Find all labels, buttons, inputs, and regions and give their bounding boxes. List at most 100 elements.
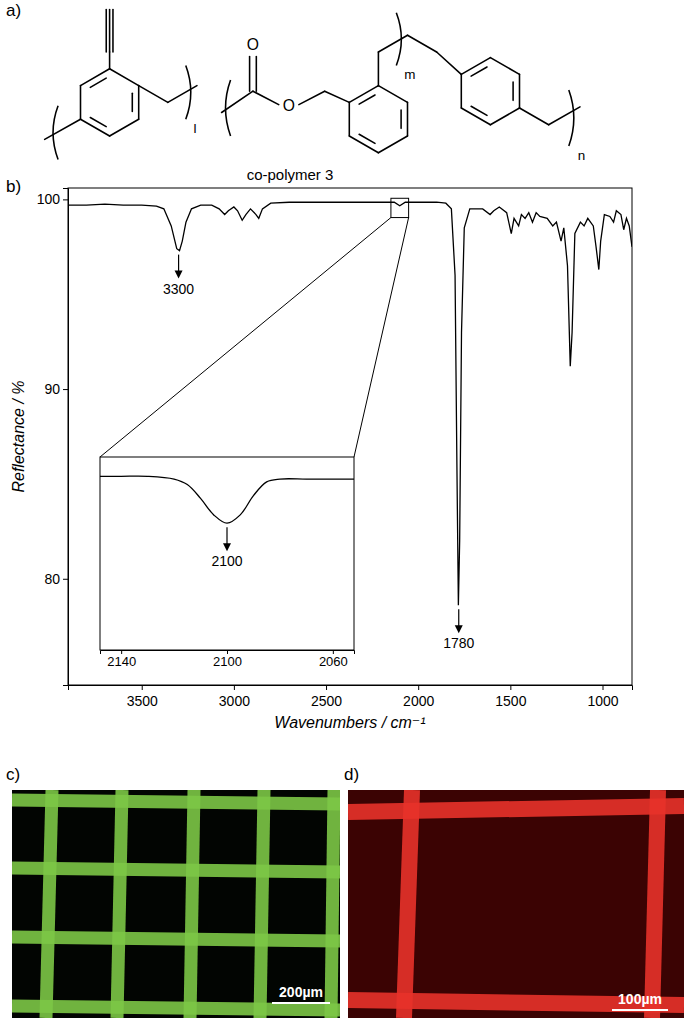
micrograph xyxy=(348,790,684,1018)
micrograph xyxy=(12,790,340,1018)
tick-mark xyxy=(510,685,511,690)
bond xyxy=(359,95,375,104)
tick-label: 100 xyxy=(37,191,61,207)
bond xyxy=(110,69,139,86)
bond xyxy=(325,91,350,102)
inset-x-tick: 2140 xyxy=(107,650,136,669)
inset-background xyxy=(100,457,354,680)
grid-bar xyxy=(46,790,52,1018)
bond xyxy=(81,119,110,136)
bond xyxy=(471,106,487,115)
x-axis: 3500 3000 2500 2000 1500 1000 xyxy=(69,685,633,709)
tick-mark xyxy=(234,685,235,690)
tick-mark xyxy=(63,579,68,580)
bond xyxy=(408,35,437,52)
x-tick: 1000 xyxy=(587,685,618,709)
subscript: l xyxy=(194,121,197,136)
y-axis-title: Reflectance / % xyxy=(10,380,27,492)
bond xyxy=(519,74,521,108)
bond xyxy=(222,91,253,112)
bond xyxy=(90,117,106,126)
scale-bar-label: 200µm xyxy=(279,984,323,1000)
y-tick: 80 xyxy=(44,571,68,587)
bond xyxy=(256,56,258,91)
bond xyxy=(132,93,134,111)
bond xyxy=(45,119,81,139)
tick-label: 2500 xyxy=(311,693,342,709)
spectrum-line xyxy=(100,476,354,523)
tick-mark xyxy=(63,199,68,200)
plot-frame xyxy=(68,188,632,685)
annotation: 2100 xyxy=(211,553,242,569)
annotation-arrowhead xyxy=(223,543,231,551)
tick-mark xyxy=(142,685,143,690)
bond xyxy=(400,110,402,128)
zoom-connector xyxy=(100,218,391,457)
scale-bar-label: 100µm xyxy=(618,991,662,1007)
atom-label: O xyxy=(247,36,259,53)
annotation: 3300 xyxy=(163,281,194,297)
x-tick: 3000 xyxy=(219,685,250,709)
tick-label: 1000 xyxy=(587,693,618,709)
tick-label: 2060 xyxy=(319,654,348,669)
bond xyxy=(512,82,514,100)
bond xyxy=(139,86,168,103)
inset-x-axis: 2140 2100 2060 xyxy=(101,650,355,669)
bond xyxy=(81,69,110,86)
bond xyxy=(359,134,375,143)
bond xyxy=(90,78,106,87)
tick-label: 2100 xyxy=(213,654,242,669)
x-tick: 1500 xyxy=(495,685,526,709)
bond xyxy=(110,119,139,136)
inset-x-tick: 2060 xyxy=(319,650,348,669)
grid-bar xyxy=(331,790,334,1018)
structure: OOlmn xyxy=(45,9,586,162)
grid-bar xyxy=(12,800,340,804)
bond xyxy=(249,56,251,91)
bracket xyxy=(186,65,191,119)
annotation-arrowhead xyxy=(175,271,183,279)
x-tick: 3500 xyxy=(127,685,158,709)
bond xyxy=(109,52,111,69)
grid-bar xyxy=(12,937,340,941)
tick-label: 3000 xyxy=(219,693,250,709)
bond xyxy=(299,91,325,104)
structure-caption: co-polymer 3 xyxy=(247,166,334,183)
x-tick: 2500 xyxy=(311,685,342,709)
zoom-connector xyxy=(354,218,409,457)
bond xyxy=(378,35,407,52)
bond xyxy=(349,102,351,136)
bond xyxy=(138,86,140,120)
panel-label: c) xyxy=(6,765,20,784)
micrograph-background xyxy=(12,790,340,1018)
atom-label: O xyxy=(283,97,295,114)
bond xyxy=(490,58,519,75)
grid-bar xyxy=(260,790,264,1018)
tick-label: 2140 xyxy=(107,654,136,669)
zoom-box xyxy=(391,198,409,217)
bond xyxy=(253,91,279,104)
grid-bar xyxy=(348,806,684,812)
bond xyxy=(349,136,378,153)
tick-mark xyxy=(418,685,419,690)
bracket xyxy=(396,13,401,66)
grid-bar xyxy=(12,1006,340,1010)
bond xyxy=(471,67,487,76)
bond xyxy=(80,86,82,120)
tick-label: 3500 xyxy=(127,693,158,709)
tick-label: 1500 xyxy=(495,693,526,709)
grid-bar xyxy=(652,790,658,1018)
tick-label: 90 xyxy=(44,381,60,397)
bond xyxy=(407,102,409,136)
annotation-arrowhead xyxy=(455,625,463,633)
bracket xyxy=(569,90,574,146)
grid-bar xyxy=(12,868,340,872)
tick-label: 80 xyxy=(44,571,60,587)
x-axis-title: Wavenumbers / cm⁻¹ xyxy=(274,714,425,731)
inset-frame xyxy=(100,457,354,650)
bond xyxy=(461,58,490,75)
tick-mark xyxy=(326,685,327,690)
bond xyxy=(378,136,407,153)
x-tick: 2000 xyxy=(403,685,434,709)
micrograph-background xyxy=(348,790,684,1018)
